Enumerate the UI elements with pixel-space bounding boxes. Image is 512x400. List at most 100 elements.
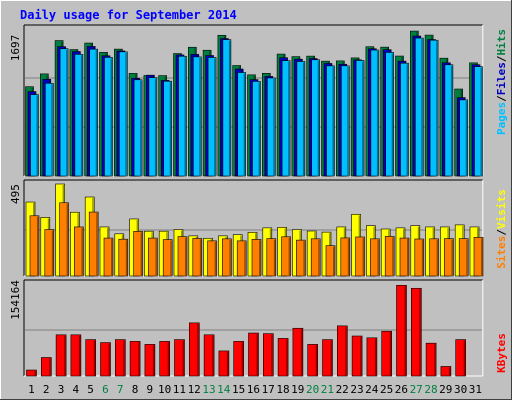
day-label: 28 [424,383,437,396]
kbytes-bar-shade [241,342,244,376]
kbytes-bar [70,334,82,377]
pages-bar [222,39,232,177]
sites-bar-shade [421,240,424,276]
sites-bar-shade [273,239,276,276]
sites-bar-shade [333,246,335,276]
pages-bar [30,94,39,177]
sites-bar-shade [318,239,320,276]
y-max-label-visits: 495 [9,184,22,204]
sites-bar-shade [125,240,128,276]
sites-bar [458,238,469,277]
sites-bar [192,238,203,277]
kbytes-bar-shade [108,343,110,376]
sites-bar [44,229,55,277]
panel-sites-visits [23,179,484,277]
pages-bar [89,48,98,177]
kbytes-bar [277,338,289,377]
day-label: 22 [336,383,349,396]
sites-bar [414,238,425,277]
sites-bar-shade [466,239,468,276]
kbytes-bar-shade [330,340,332,376]
kbytes-bar [174,339,185,377]
pages-bar [133,79,143,177]
pages-bar [311,59,321,177]
day-label: 16 [247,383,260,396]
sites-bar-shade [170,240,172,276]
pages-bar [385,52,395,177]
pages-bar-shade [169,82,172,176]
kbytes-bar [425,342,437,377]
kbytes-bar-shade [360,337,362,376]
kbytes-bar [55,334,67,377]
kbytes-bar [203,334,215,377]
pages-bar [163,80,172,177]
sites-bar-shade [185,237,187,276]
day-label: 9 [146,383,153,396]
sites-bar-shade [259,240,261,276]
pages-bar-shade [214,58,216,177]
sites-bar-shade [362,237,365,276]
day-label: 26 [395,383,408,396]
pages-bar-shade [391,53,394,176]
kbytes-bar-shade [226,351,229,376]
pages-bar-shade [376,51,379,176]
pages-bar [340,65,350,177]
kbytes-bar-shade [34,371,36,376]
sites-bar [429,238,439,277]
pages-bar-shade [332,66,334,176]
kbytes-bar [218,350,230,377]
day-label: 15 [232,383,245,396]
pages-bar-shade [450,65,453,176]
kbytes-bar [85,339,96,377]
kbytes-bar [115,339,126,377]
pages-bar [207,57,217,177]
pages-bar [74,54,84,177]
pages-bar [281,60,291,177]
legend-sep-2: / [495,55,508,62]
sites-bar [473,237,484,277]
day-label: 17 [262,383,275,396]
day-label: 31 [469,383,482,396]
day-label: 11 [173,383,186,396]
legend-pages-files-hits: Pages/Files/Hits [495,29,508,135]
day-label: 4 [72,383,79,396]
kbytes-bar [336,325,348,377]
day-label: 18 [276,383,289,396]
sites-bar [133,231,143,277]
kbytes-bar-shade [448,367,451,376]
sites-bar [88,211,99,277]
panel-kbytes [23,279,484,377]
pages-bar [266,77,276,177]
pages-bar-shade [199,57,201,177]
sites-bar-shade [347,238,350,276]
kbytes-bar-shade [345,326,347,376]
kbytes-bar-shade [167,342,170,376]
kbytes-bar-shade [64,335,66,376]
kbytes-bar [440,366,452,377]
sites-bar [103,237,114,277]
pages-bar [326,65,335,177]
day-label: 12 [188,383,201,396]
kbytes-bar-shade [78,335,81,376]
kbytes-bar [100,342,111,377]
sites-bar-shade [244,241,246,276]
kbytes-bar-shade [463,340,466,376]
sites-bar [266,238,277,277]
kbytes-bar [307,344,319,377]
sites-bar-shade [155,239,157,276]
sites-bar-shade [51,230,54,276]
day-label: 6 [102,383,109,396]
pages-bar-shade [51,84,53,176]
sites-bar-shade [377,239,379,276]
sites-bar-shade [407,239,409,276]
kbytes-bar-shade [212,335,214,376]
kbytes-bar [144,344,156,377]
day-label: 30 [454,383,467,396]
sites-bar-shade [288,237,291,276]
kbytes-bar [396,284,407,377]
kbytes-bar [292,327,304,377]
pages-bar-shade [347,66,349,176]
pages-bar-shade [184,57,186,177]
pages-bar-shade [480,67,482,176]
